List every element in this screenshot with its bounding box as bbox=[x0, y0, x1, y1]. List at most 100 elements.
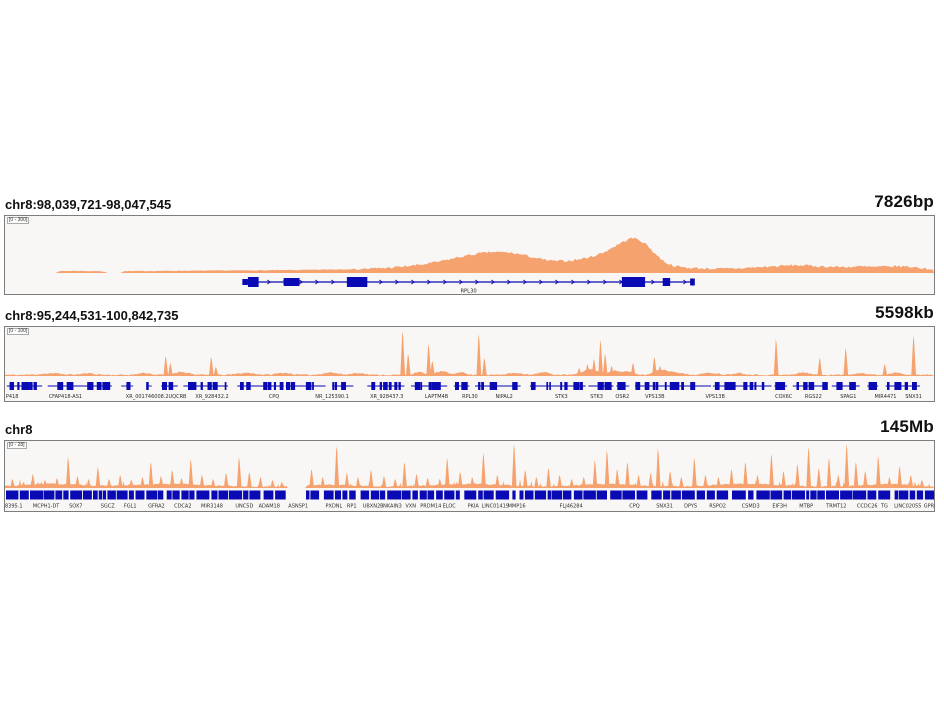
gene-label: RGS22 bbox=[805, 394, 822, 400]
gene-exon bbox=[146, 382, 149, 390]
gene-band-segment bbox=[128, 490, 134, 500]
coverage-spike bbox=[806, 447, 812, 488]
coverage-spike bbox=[585, 364, 590, 376]
gene-band-segment bbox=[478, 490, 483, 500]
gene-exon bbox=[247, 277, 259, 287]
gene-label: PKIA bbox=[468, 504, 480, 510]
gene-band-segment bbox=[792, 490, 805, 500]
minor-spike bbox=[927, 483, 931, 488]
gene-label: VPS13B bbox=[645, 394, 665, 400]
gene-exon bbox=[635, 382, 638, 390]
gene-exon bbox=[23, 382, 28, 390]
coverage-spike bbox=[557, 475, 563, 488]
gene-band-segment bbox=[495, 490, 510, 500]
gene-label: EIF3H bbox=[772, 504, 787, 510]
gene-exon bbox=[89, 382, 94, 390]
coverage-spike bbox=[569, 479, 575, 488]
gene-label: VXN bbox=[405, 504, 416, 510]
gene-exon bbox=[664, 382, 667, 390]
gene-band-segment bbox=[716, 490, 729, 500]
gene-exon bbox=[383, 382, 386, 390]
gene-exon bbox=[379, 382, 382, 390]
minor-spike bbox=[421, 485, 425, 488]
gene-band-segment bbox=[519, 490, 524, 500]
gene-exon bbox=[914, 382, 917, 390]
minor-spike bbox=[597, 483, 601, 488]
coverage-spike bbox=[426, 344, 432, 376]
coverage-track-chromosome[interactable]: [0 - 28] 8395.1 MCPH1-DT SOX7 SGCZ FGL1 GFRA2… bbox=[4, 440, 935, 512]
minor-spike bbox=[502, 480, 506, 488]
coverage-spike bbox=[481, 453, 486, 488]
gene-band-segment bbox=[706, 490, 715, 500]
region-label: chr8 bbox=[5, 422, 33, 437]
coverage-spike bbox=[437, 479, 443, 488]
coverage-spike bbox=[148, 462, 154, 488]
coverage-spike bbox=[169, 470, 175, 488]
gene-band-segment bbox=[732, 490, 746, 500]
gene-label: SNX31 bbox=[656, 504, 673, 510]
coverage-spike bbox=[769, 454, 774, 488]
gene-band-segment bbox=[534, 490, 547, 500]
gene-label: MIR4471 bbox=[875, 394, 897, 400]
minor-spike bbox=[590, 484, 593, 488]
gene-band-segment bbox=[916, 490, 924, 500]
gene-label: GPR20 bbox=[924, 504, 934, 510]
strand-arrow-icon bbox=[507, 279, 512, 285]
coverage-track-locus[interactable]: [0 - 300] RPL30 bbox=[4, 215, 935, 295]
coverage-spike bbox=[652, 357, 657, 376]
minor-spike bbox=[634, 482, 637, 488]
coverage-spike bbox=[843, 348, 849, 376]
coverage-spike bbox=[755, 475, 760, 488]
gene-band-segment bbox=[243, 490, 249, 500]
panel-locus-header: chr8:98,039,721-98,047,545 7826bp bbox=[4, 190, 935, 212]
coverage-spike bbox=[636, 475, 642, 488]
gene-band-segment bbox=[810, 490, 817, 500]
gene-exon bbox=[871, 382, 875, 390]
minor-spike bbox=[18, 478, 22, 488]
coverage-spike bbox=[604, 450, 610, 488]
gene-exon bbox=[371, 382, 376, 390]
gene-exon bbox=[67, 382, 72, 390]
coverage-spike bbox=[729, 469, 734, 488]
gene-band-segment bbox=[275, 490, 286, 500]
minor-spike bbox=[284, 485, 288, 488]
gene-exon bbox=[57, 382, 61, 390]
gene-exon bbox=[597, 382, 601, 390]
gene-label: MIR3148 bbox=[201, 504, 223, 510]
gene-exon bbox=[240, 382, 244, 390]
gene-band-segment bbox=[898, 490, 909, 500]
coverage-spike bbox=[405, 354, 411, 376]
gene-band-segment bbox=[562, 490, 572, 500]
gene-label: ELOC bbox=[443, 504, 457, 510]
coverage-spike bbox=[692, 458, 697, 488]
gene-exon bbox=[213, 382, 218, 390]
gene-exon bbox=[267, 382, 272, 390]
gene-exon bbox=[489, 382, 493, 390]
coverage-track-region[interactable]: [0 - 100] P418 CFAP418-AS1 XR_001746008.2 U… bbox=[4, 326, 935, 402]
gene-exon bbox=[810, 382, 815, 390]
gene-label: SNX31 bbox=[905, 394, 922, 400]
gene-label: ADAM18 bbox=[259, 504, 280, 510]
gene-band-segment bbox=[696, 490, 705, 500]
coverage-spike bbox=[188, 459, 194, 488]
gene-band-segment bbox=[218, 490, 229, 500]
coverage-spike bbox=[210, 479, 216, 488]
gene-label: TG bbox=[880, 504, 888, 510]
coverage-spike bbox=[368, 470, 374, 488]
coverage-spike bbox=[591, 359, 597, 376]
gene-exon bbox=[291, 382, 295, 390]
gene-exon bbox=[836, 382, 840, 390]
minor-spike bbox=[410, 486, 414, 488]
gene-band-segment bbox=[379, 490, 386, 500]
coverage-spike bbox=[95, 467, 101, 488]
gene-exon bbox=[532, 382, 536, 390]
gene-label: STK3 bbox=[555, 394, 568, 400]
minor-spike bbox=[564, 485, 568, 488]
strand-arrow-icon bbox=[331, 279, 336, 285]
minor-spike bbox=[185, 483, 189, 488]
strand-arrow-icon bbox=[539, 279, 544, 285]
coverage-spike bbox=[716, 477, 721, 488]
strand-arrow-icon bbox=[555, 279, 560, 285]
gene-exon bbox=[621, 382, 625, 390]
gene-exon bbox=[887, 382, 890, 390]
